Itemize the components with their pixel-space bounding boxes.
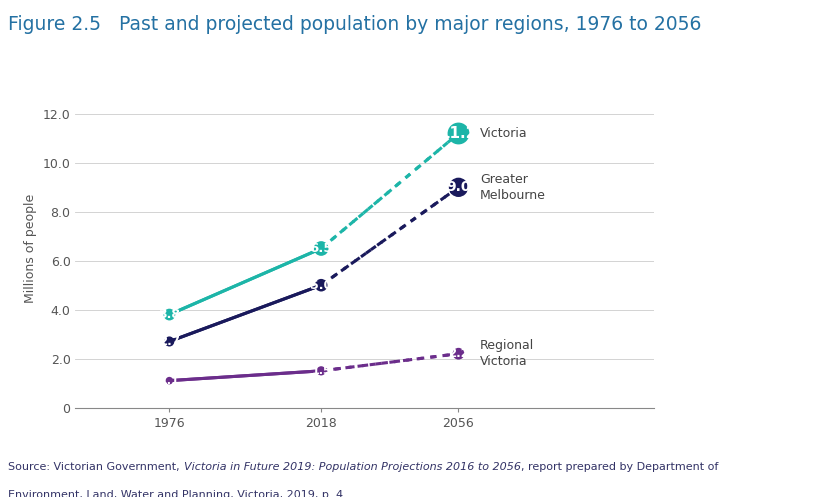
- Text: Environment, Land, Water and Planning, Victoria, 2019, p. 4.: Environment, Land, Water and Planning, V…: [8, 490, 347, 497]
- Text: 3.8: 3.8: [158, 308, 180, 321]
- Text: , report prepared by Department of: , report prepared by Department of: [520, 462, 718, 472]
- Text: Victoria in Future 2019: Population Projections 2016 to 2056: Victoria in Future 2019: Population Proj…: [184, 462, 520, 472]
- Point: [452, 130, 465, 138]
- Point: [314, 367, 328, 375]
- Point: [452, 183, 465, 191]
- Point: [163, 311, 176, 319]
- Point: [163, 337, 176, 345]
- Point: [452, 350, 465, 358]
- Text: 6.5: 6.5: [309, 242, 333, 255]
- Text: 2.7: 2.7: [159, 335, 180, 348]
- Point: [163, 377, 176, 385]
- Text: 5.0: 5.0: [310, 279, 333, 292]
- Text: Regional
Victoria: Regional Victoria: [480, 339, 535, 368]
- Point: [314, 245, 328, 252]
- Text: Greater
Melbourne: Greater Melbourne: [480, 173, 546, 202]
- Text: Figure 2.5   Past and projected population by major regions, 1976 to 2056: Figure 2.5 Past and projected population…: [8, 15, 701, 34]
- Text: 11.2: 11.2: [440, 126, 477, 141]
- Text: 9.0: 9.0: [447, 180, 471, 194]
- Y-axis label: Millions of people: Millions of people: [24, 194, 37, 303]
- Point: [314, 281, 328, 289]
- Text: 1.5: 1.5: [312, 366, 331, 376]
- Text: 1.1: 1.1: [159, 376, 179, 386]
- Text: 2.2: 2.2: [448, 347, 469, 360]
- Text: Source: Victorian Government,: Source: Victorian Government,: [8, 462, 184, 472]
- Text: Victoria: Victoria: [480, 127, 528, 140]
